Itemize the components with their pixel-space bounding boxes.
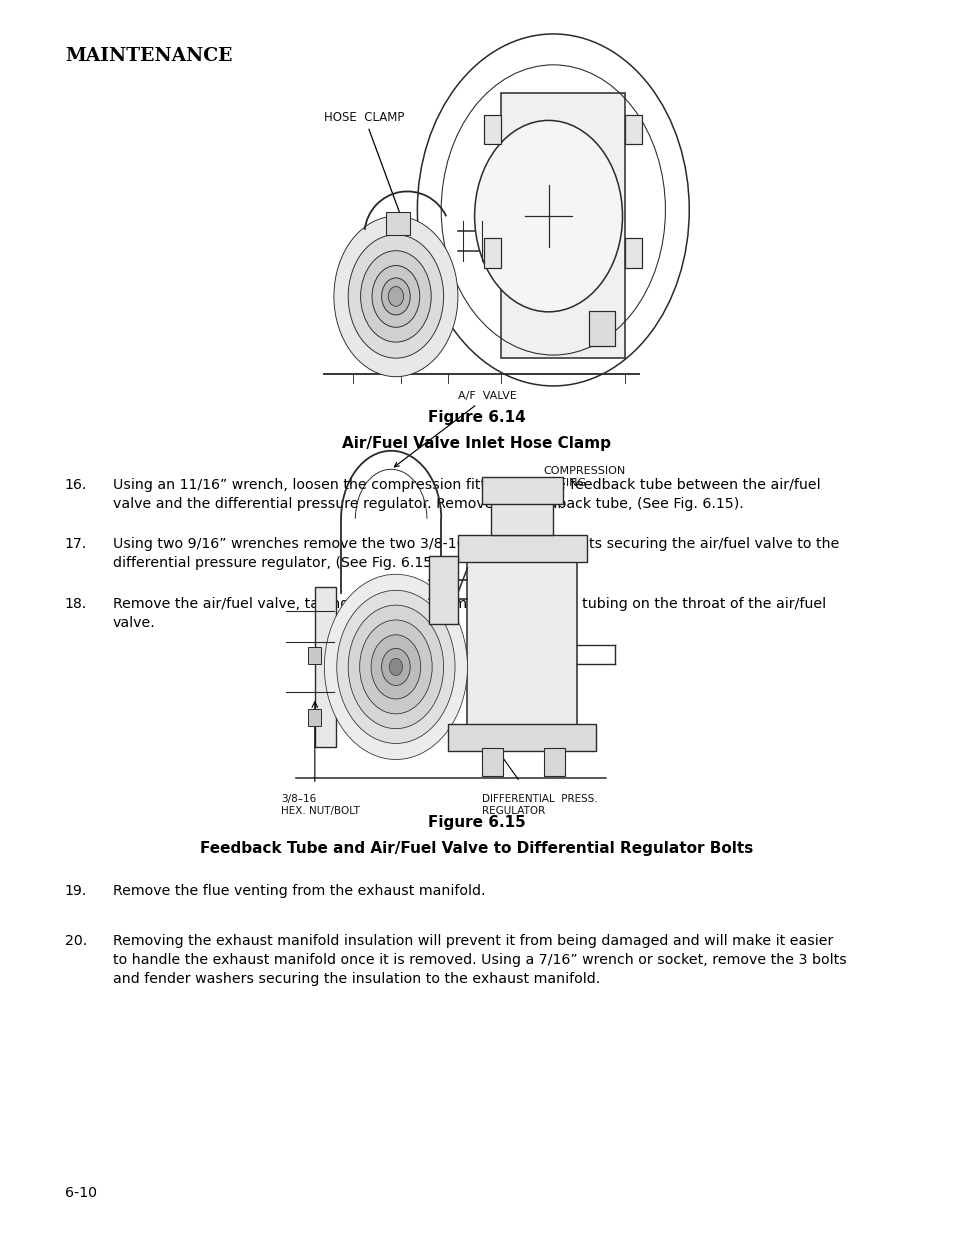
Bar — [483, 115, 500, 144]
Bar — [624, 238, 641, 268]
Text: 3/8–16
HEX. NUT/BOLT: 3/8–16 HEX. NUT/BOLT — [281, 794, 360, 815]
Text: Removing the exhaust manifold insulation will prevent it from being damaged and : Removing the exhaust manifold insulation… — [112, 934, 832, 947]
Bar — [429, 556, 457, 624]
Bar — [481, 748, 502, 776]
Bar — [448, 724, 596, 751]
Text: differential pressure regulator, (See Fig. 6.15).: differential pressure regulator, (See Fi… — [112, 557, 441, 571]
Text: Using an 11/16” wrench, loosen the compression fittings on the feedback tube bet: Using an 11/16” wrench, loosen the compr… — [112, 478, 820, 492]
Circle shape — [372, 266, 419, 327]
Bar — [543, 748, 564, 776]
Bar — [624, 115, 641, 144]
Bar — [308, 709, 321, 726]
Bar — [308, 647, 321, 664]
Circle shape — [389, 658, 402, 676]
Text: Remove the flue venting from the exhaust manifold.: Remove the flue venting from the exhaust… — [112, 884, 484, 898]
Bar — [588, 311, 615, 346]
Text: Remove the air/fuel valve, taking care not to damage the flexible tubing on the : Remove the air/fuel valve, taking care n… — [112, 597, 825, 610]
Text: Using two 9/16” wrenches remove the two 3/8-16 hex nuts and bolts securing the a: Using two 9/16” wrenches remove the two … — [112, 537, 838, 551]
Text: 17.: 17. — [65, 537, 87, 551]
Text: valve and the differential pressure regulator. Remove the feedback tube, (See Fi: valve and the differential pressure regu… — [112, 496, 742, 511]
Text: HOSE  CLAMP: HOSE CLAMP — [324, 111, 404, 225]
Text: Air/Fuel Valve Inlet Hose Clamp: Air/Fuel Valve Inlet Hose Clamp — [342, 436, 611, 451]
Bar — [483, 238, 500, 268]
Bar — [457, 535, 586, 562]
Text: to handle the exhaust manifold once it is removed. Using a 7/16” wrench or socke: to handle the exhaust manifold once it i… — [112, 953, 845, 967]
Circle shape — [381, 648, 410, 685]
Text: 16.: 16. — [65, 478, 87, 492]
Text: Figure 6.15: Figure 6.15 — [428, 815, 525, 830]
Circle shape — [348, 605, 443, 729]
Circle shape — [371, 635, 420, 699]
Bar — [491, 498, 553, 535]
Ellipse shape — [474, 120, 621, 311]
Text: MAINTENANCE: MAINTENANCE — [65, 47, 233, 65]
Circle shape — [388, 287, 403, 306]
Text: valve.: valve. — [112, 616, 155, 630]
Circle shape — [359, 620, 432, 714]
Circle shape — [360, 251, 431, 342]
Text: 18.: 18. — [65, 597, 87, 610]
Text: Figure 6.14: Figure 6.14 — [428, 410, 525, 425]
Text: 19.: 19. — [65, 884, 87, 898]
Bar — [500, 93, 624, 358]
Circle shape — [324, 574, 467, 760]
Circle shape — [381, 278, 410, 315]
Text: DIFFERENTIAL  PRESS.
REGULATOR: DIFFERENTIAL PRESS. REGULATOR — [481, 794, 597, 815]
Bar — [481, 477, 562, 504]
Text: COMPRESSION
FITTING: COMPRESSION FITTING — [447, 467, 625, 566]
Bar — [467, 543, 577, 729]
Circle shape — [348, 235, 443, 358]
Bar — [386, 212, 410, 235]
Circle shape — [334, 216, 457, 377]
Bar — [314, 587, 335, 747]
Text: 6-10: 6-10 — [65, 1187, 97, 1200]
Text: Feedback Tube and Air/Fuel Valve to Differential Regulator Bolts: Feedback Tube and Air/Fuel Valve to Diff… — [200, 841, 753, 856]
Text: A/F  VALVE: A/F VALVE — [394, 391, 517, 467]
Circle shape — [336, 590, 455, 743]
Text: and fender washers securing the insulation to the exhaust manifold.: and fender washers securing the insulati… — [112, 972, 599, 986]
Text: 20.: 20. — [65, 934, 87, 947]
